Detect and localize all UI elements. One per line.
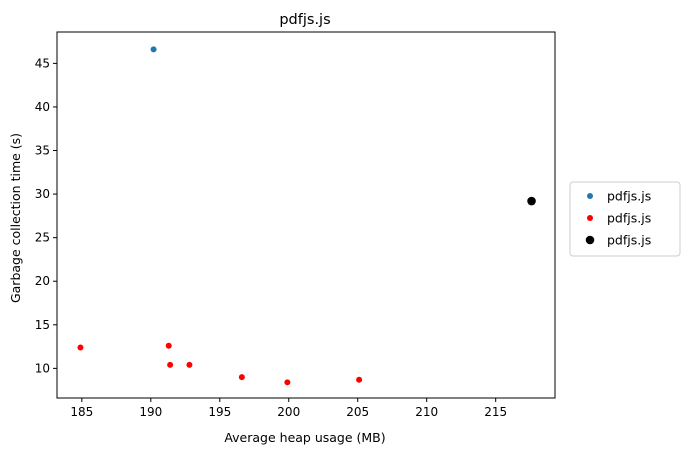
y-tick-label: 35 <box>35 144 50 158</box>
legend-label: pdfjs.js <box>607 189 651 204</box>
y-tick-label: 25 <box>35 231 50 245</box>
x-tick-label: 210 <box>415 405 438 419</box>
series-2 <box>77 342 363 386</box>
series-1 <box>150 46 157 53</box>
y-axis-ticks: 10 15 20 25 30 35 40 45 <box>35 56 57 375</box>
data-point <box>165 342 172 349</box>
x-axis-ticks: 185 190 195 200 205 210 215 <box>70 398 507 419</box>
x-tick-label: 205 <box>346 405 369 419</box>
data-point <box>77 344 84 351</box>
plot-frame <box>56 31 556 399</box>
data-point <box>356 376 363 383</box>
data-point <box>167 361 174 368</box>
y-tick-label: 15 <box>35 318 50 332</box>
legend-label: pdfjs.js <box>607 211 651 226</box>
legend-label: pdfjs.js <box>607 233 651 248</box>
x-tick-label: 215 <box>484 405 507 419</box>
plot-area <box>56 31 556 399</box>
x-tick-label: 185 <box>70 405 93 419</box>
data-point <box>150 46 157 53</box>
x-tick-label: 190 <box>139 405 162 419</box>
data-point <box>238 374 245 381</box>
legend-frame <box>569 181 681 257</box>
data-point <box>284 379 291 386</box>
y-tick-label: 10 <box>35 361 50 375</box>
x-tick-label: 200 <box>277 405 300 419</box>
data-point <box>186 361 193 368</box>
series-3 <box>527 196 536 206</box>
legend-marker <box>585 235 595 245</box>
x-axis-label: Average heap usage (MB) <box>224 430 385 445</box>
y-tick-label: 30 <box>35 187 50 201</box>
y-axis-label: Garbage collection time (s) <box>8 133 23 303</box>
chart-title: pdfjs.js <box>279 12 330 28</box>
y-tick-label: 40 <box>35 100 50 114</box>
data-point <box>527 196 536 206</box>
legend-marker <box>587 193 593 199</box>
legend-marker <box>587 215 593 221</box>
y-tick-label: 45 <box>35 56 50 70</box>
x-tick-label: 195 <box>208 405 231 419</box>
legend: pdfjs.js pdfjs.js pdfjs.js <box>569 181 681 257</box>
y-tick-label: 20 <box>35 274 50 288</box>
